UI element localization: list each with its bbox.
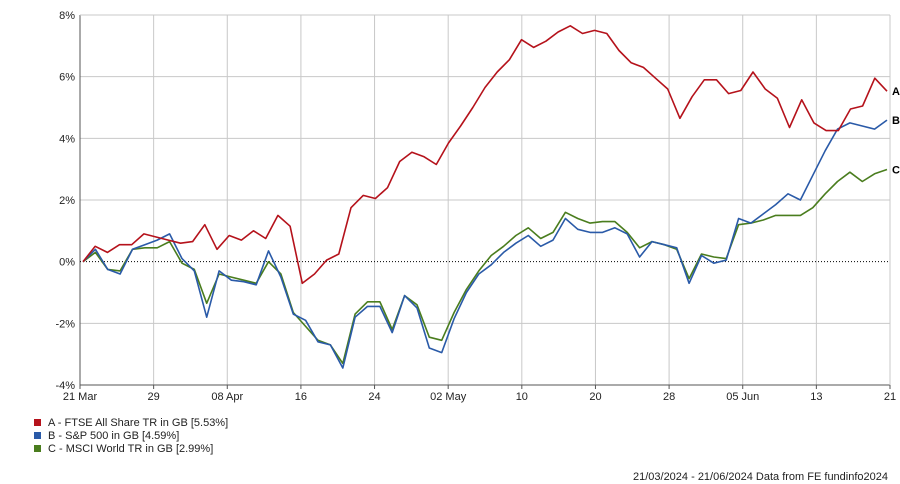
series-line-b (82, 119, 888, 369)
date-range-source: 21/03/2024 - 21/06/2024 Data from FE fun… (632, 471, 888, 483)
legend-label-c: C - MSCI World TR in GB [2.99%] (48, 442, 214, 455)
y-tick-label: 6% (59, 72, 75, 84)
line-chart: 8% 6% 4% 2% 0% -2% -4%21 Mar 29 08 Apr 16 24 02 May… (55, 10, 900, 403)
x-tick-label: 02 May (430, 391, 467, 403)
x-tick-label: 08 Apr (211, 391, 243, 403)
legend-item-a: A - FTSE All Share TR in GB [5.53%] (34, 416, 228, 429)
x-tick-label: 21 Mar (63, 391, 98, 403)
x-tick-label: 29 (148, 391, 160, 403)
chart-legend: A - FTSE All Share TR in GB [5.53%] B - … (34, 416, 228, 455)
y-tick-label: 2% (59, 195, 75, 207)
legend-swatch-c (34, 445, 41, 452)
x-tick-label: 05 Jun (726, 391, 759, 403)
legend-label-a: A - FTSE All Share TR in GB [5.53%] (48, 416, 229, 429)
y-tick-label: -2% (55, 318, 75, 330)
legend-item-b: B - S&P 500 in GB [4.59%] (34, 429, 228, 442)
x-tick-label: 20 (589, 391, 601, 403)
legend-label-b: B - S&P 500 in GB [4.59%] (48, 429, 180, 442)
legend-item-c: C - MSCI World TR in GB [2.99%] (34, 442, 228, 455)
legend-swatch-a (34, 419, 41, 426)
y-tick-label: 0% (59, 257, 75, 269)
x-tick-label: 10 (516, 391, 528, 403)
x-tick-label: 16 (295, 391, 307, 403)
x-tick-label: 21 (884, 391, 896, 403)
x-tick-label: 28 (663, 391, 675, 403)
y-tick-label: 8% (59, 10, 75, 22)
x-tick-label: 24 (368, 391, 380, 403)
legend-swatch-b (34, 432, 41, 439)
y-tick-label: -4% (55, 380, 75, 392)
series-end-label-c: C (892, 164, 900, 176)
series-end-label-b: B (892, 115, 900, 127)
series-end-label-a: A (892, 86, 900, 98)
x-tick-label: 13 (810, 391, 822, 403)
y-tick-label: 4% (59, 133, 75, 145)
series-line-a (82, 24, 888, 285)
